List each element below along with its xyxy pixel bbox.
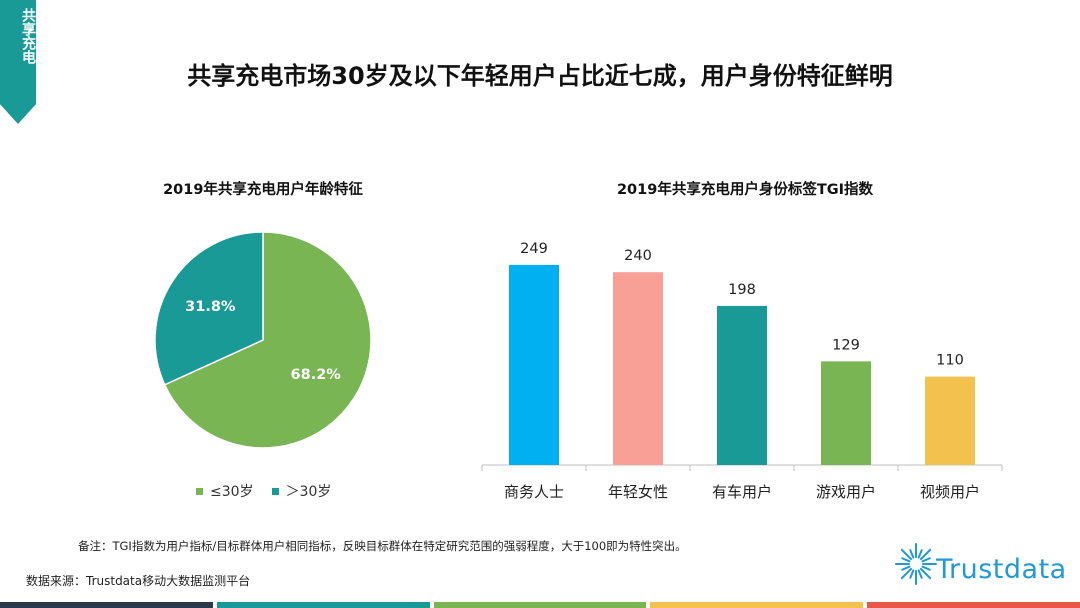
- sunburst-ray: [917, 569, 923, 579]
- sunburst-ray: [919, 567, 932, 580]
- pie-slice-1: [154, 231, 264, 386]
- bottom-bar-segment-2: [433, 602, 647, 608]
- sunburst-ray: [917, 549, 923, 559]
- bar-category-label-3: 游戏用户: [816, 483, 876, 501]
- legend-label-under-30: ≤30岁: [210, 484, 254, 500]
- bar-2: [717, 305, 767, 465]
- sunburst-ray: [921, 565, 931, 571]
- footnote: 备注：TGI指数为用户指标/目标群体用户相同指标，反映目标群体在特定研究范围的强…: [78, 539, 687, 553]
- bar-category-label-1: 年轻女性: [608, 483, 668, 501]
- sunburst-icon: [895, 543, 937, 585]
- pie-legend: ≤30岁 ＞30岁: [196, 481, 331, 501]
- sunburst-ray: [900, 548, 913, 561]
- legend-swatch-under-30: [196, 487, 203, 495]
- section-tab-label: 共享充电: [20, 8, 36, 64]
- bottom-bar-segment-3: [650, 602, 864, 608]
- bar-1: [613, 272, 663, 465]
- bar-value-label-2: 198: [728, 282, 756, 298]
- pie-slice-label-1: 31.8%: [185, 299, 236, 315]
- sunburst-ray: [919, 548, 932, 561]
- bar-value-label-0: 249: [520, 241, 548, 257]
- sunburst-ray: [909, 569, 915, 579]
- pie-chart-title: 2019年共享充电用户年龄特征: [163, 182, 363, 198]
- page-title: 共享充电市场30岁及以下年轻用户占比近七成，用户身份特征鲜明: [187, 62, 893, 90]
- pie-slice-label-0: 68.2%: [291, 367, 342, 383]
- legend-label-over-30: ＞30岁: [285, 484, 332, 500]
- bar-0: [509, 264, 559, 465]
- bar-4: [925, 376, 975, 465]
- bar-category-label-2: 有车用户: [712, 483, 772, 501]
- sunburst-ray: [921, 557, 931, 563]
- bottom-bar-segment-1: [216, 602, 430, 608]
- bar-category-label-0: 商务人士: [504, 483, 564, 501]
- bottom-color-bar: [0, 602, 1080, 608]
- legend-swatch-over-30: [271, 487, 279, 495]
- data-source: 数据来源：Trustdata移动大数据监测平台: [26, 574, 251, 588]
- bottom-bar-segment-0: [0, 602, 213, 608]
- legend-item-under-30: ≤30岁: [196, 481, 254, 501]
- legend-item-over-30: ＞30岁: [271, 481, 332, 501]
- trustdata-logo: Trustdata: [892, 538, 1072, 594]
- sunburst-ray: [901, 565, 911, 571]
- bar-category-label-4: 视频用户: [920, 483, 980, 501]
- bar-value-label-4: 110: [936, 353, 964, 369]
- section-tab: 共享充电: [0, 0, 36, 124]
- sunburst-ray: [901, 557, 911, 563]
- bar-value-label-1: 240: [624, 248, 652, 264]
- logo-wordmark: Trustdata: [936, 554, 1067, 585]
- sunburst-ray: [900, 567, 913, 580]
- pie-slice-0: [163, 231, 372, 449]
- bottom-bar-segment-4: [867, 602, 1080, 608]
- bar-value-label-3: 129: [832, 337, 860, 353]
- bar-3: [821, 361, 871, 465]
- bar-chart-title: 2019年共享充电用户身份标签TGI指数: [616, 182, 874, 198]
- sunburst-ray: [909, 549, 915, 559]
